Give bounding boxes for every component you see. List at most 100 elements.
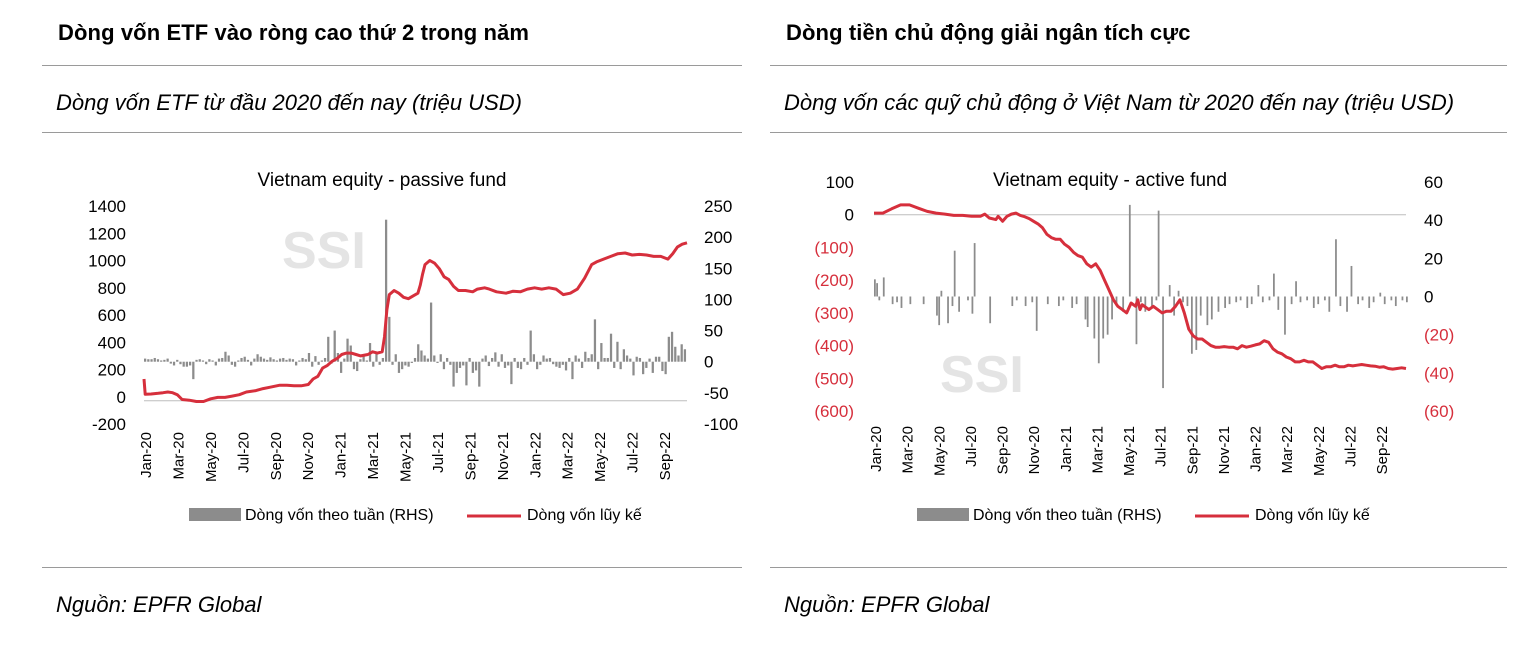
x-tick-label: Jul-22 (1342, 426, 1359, 467)
weekly-flow-bar (208, 359, 211, 362)
weekly-flow-bar (1299, 296, 1302, 303)
weekly-flow-bar (269, 357, 272, 362)
weekly-flow-bar (172, 361, 176, 366)
weekly-flow-bar (958, 296, 960, 312)
y-right-tick-label: 200 (704, 228, 732, 247)
y-left-tick-label: (400) (814, 337, 854, 356)
weekly-flow-bar (426, 358, 429, 362)
watermark: SSI (940, 346, 1024, 404)
weekly-flow-bar (153, 357, 156, 362)
weekly-flow-bar (1128, 204, 1131, 297)
weekly-flow-bar (638, 357, 642, 362)
y-right-tick-label: (40) (1424, 364, 1454, 383)
x-tick-label: May-21 (1121, 426, 1138, 476)
source-note: Nguồn: EPFR Global (784, 592, 990, 617)
weekly-flow-bar (150, 359, 153, 362)
weekly-flow-bar (317, 361, 320, 365)
weekly-flow-bar (635, 356, 638, 362)
weekly-flow-bar (352, 361, 356, 370)
weekly-flow-bar (1024, 296, 1027, 307)
weekly-flow-bar (1339, 296, 1342, 307)
weekly-flow-bar (471, 361, 474, 373)
y-left-tick-label: 200 (98, 361, 126, 380)
weekly-flow-bar (900, 296, 903, 308)
weekly-flow-bar (683, 349, 687, 362)
weekly-flow-bar (262, 358, 266, 362)
x-tick-label: Mar-21 (365, 432, 382, 480)
weekly-flow-bar (1257, 285, 1260, 297)
x-tick-label: Jul-21 (1153, 426, 1170, 467)
x-tick-label: Sep-21 (462, 432, 479, 480)
weekly-flow-bar (1357, 296, 1359, 305)
weekly-flow-bar (1406, 296, 1408, 303)
legend-bar-swatch (917, 508, 969, 521)
weekly-flow-bar (278, 358, 282, 362)
weekly-flow-bar (677, 355, 680, 362)
weekly-flow-bar (953, 250, 956, 297)
x-tick-label: Nov-21 (1216, 426, 1233, 474)
weekly-flow-bar (346, 338, 349, 362)
weekly-flow-bar (311, 361, 314, 367)
weekly-flow-bar (622, 349, 625, 362)
weekly-flow-bar (587, 357, 590, 362)
y-right-tick-label: (20) (1424, 326, 1454, 345)
weekly-flow-bar (1140, 296, 1142, 303)
weekly-flow-bar (658, 356, 661, 362)
weekly-flow-bar (327, 336, 330, 362)
weekly-flow-bar (526, 361, 529, 365)
x-tick-label: Jan-21 (333, 432, 350, 478)
weekly-flow-bar (205, 361, 208, 365)
weekly-flow-bar (568, 357, 571, 362)
x-tick-label: Nov-21 (495, 432, 512, 480)
y-right-tick-label: 0 (1424, 288, 1433, 307)
weekly-flow-bar (1261, 296, 1264, 303)
weekly-flow-bar (359, 359, 362, 362)
weekly-flow-bar (465, 361, 468, 386)
weekly-flow-bar (1106, 296, 1109, 335)
weekly-flow-bar (314, 356, 317, 362)
weekly-flow-bar (291, 359, 295, 362)
weekly-flow-bar (169, 361, 172, 364)
weekly-flow-bar (590, 354, 593, 362)
weekly-flow-bar (1273, 273, 1275, 297)
weekly-flow-bar (288, 358, 291, 362)
weekly-flow-bar (192, 361, 195, 380)
weekly-flow-bar (243, 356, 246, 362)
weekly-flow-bar (535, 361, 539, 370)
panel-heading: Dòng vốn ETF vào ròng cao thứ 2 trong nă… (58, 20, 530, 45)
weekly-flow-bar (391, 361, 394, 365)
weekly-flow-bar (510, 361, 513, 385)
weekly-flow-bar (1195, 296, 1198, 350)
weekly-flow-bar (1084, 296, 1087, 320)
weekly-flow-bar (896, 296, 898, 303)
weekly-flow-bar (211, 360, 214, 362)
weekly-flow-bar (503, 361, 507, 368)
panel-passive-fund: Dòng vốn ETF vào ròng cao thứ 2 trong nă… (42, 0, 742, 658)
x-tick-label: May-20 (203, 432, 220, 482)
weekly-flow-bar (388, 316, 391, 362)
weekly-flow-bar (198, 359, 201, 362)
weekly-flow-bar (1228, 296, 1231, 305)
weekly-flow-bar (394, 354, 397, 362)
y-right-tick-label: 150 (704, 259, 732, 278)
x-tick-label: Sep-20 (995, 426, 1012, 474)
weekly-flow-bar (629, 358, 632, 362)
weekly-flow-bar (401, 361, 404, 370)
weekly-flow-bar (1206, 296, 1209, 326)
weekly-flow-bar (577, 358, 581, 362)
weekly-flow-bar (600, 343, 603, 362)
passive-fund-chart: SSI Vietnam equity - passive fund -200 0 200… (88, 170, 738, 524)
x-tick-label: Mar-22 (560, 432, 577, 480)
weekly-flow-bar (564, 361, 568, 371)
weekly-flow-bar (230, 361, 233, 365)
weekly-flow-bar (156, 359, 160, 362)
weekly-flow-bar (654, 356, 658, 362)
weekly-flow-bar (555, 361, 558, 367)
weekly-flow-bar (275, 360, 278, 362)
weekly-flow-bar (661, 361, 664, 372)
weekly-flow-bar (909, 296, 912, 305)
weekly-flow-bar (1122, 296, 1125, 312)
weekly-flow-bar (487, 361, 491, 367)
weekly-flow-bar (1323, 296, 1326, 301)
weekly-flow-bar (285, 359, 288, 362)
